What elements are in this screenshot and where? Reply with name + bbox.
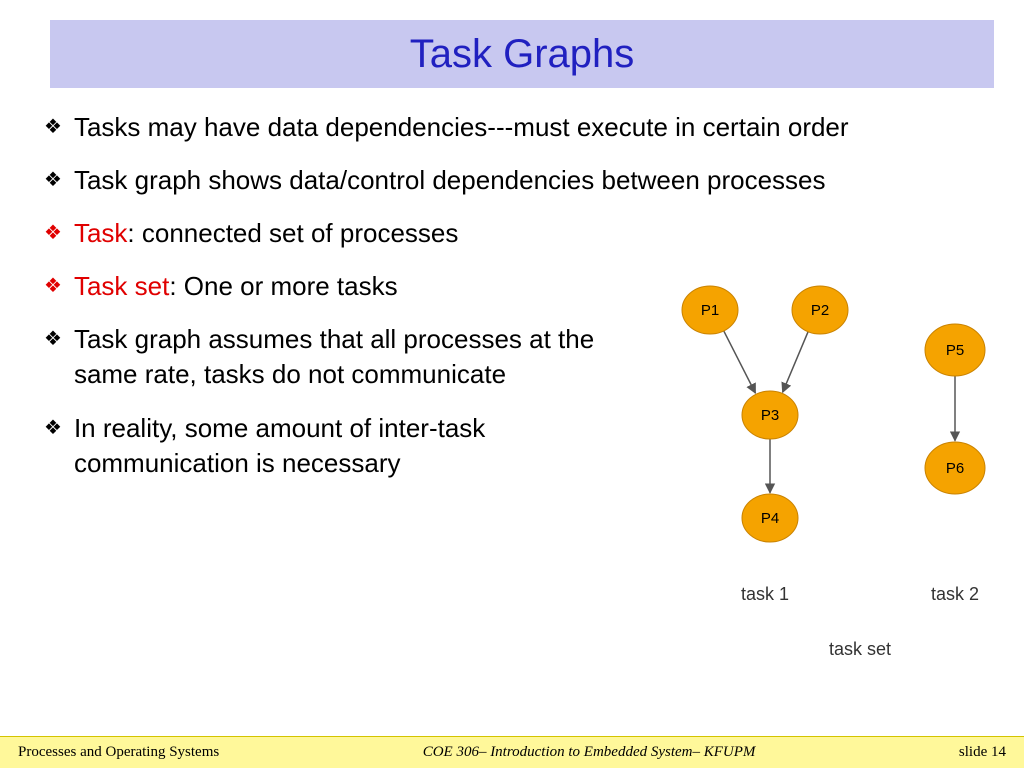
diamond-bullet-icon: ❖ xyxy=(44,415,62,440)
diamond-bullet-icon: ❖ xyxy=(44,273,62,298)
graph-node-label: P5 xyxy=(946,342,964,359)
diamond-bullet-icon: ❖ xyxy=(44,167,62,192)
diagram-caption: task 1 xyxy=(741,584,789,604)
diamond-bullet-icon: ❖ xyxy=(44,220,62,245)
title-bar: Task Graphs xyxy=(50,20,994,88)
diamond-bullet-icon: ❖ xyxy=(44,114,62,139)
bullet-text: Tasks may have data dependencies---must … xyxy=(74,110,849,145)
bullet-keyword: Task xyxy=(74,218,127,248)
bullet-item: ❖ Task graph shows data/control dependenc… xyxy=(44,163,994,198)
diagram-caption: task set xyxy=(829,639,891,659)
bullet-text: Task: connected set of processes xyxy=(74,216,458,251)
slide-title: Task Graphs xyxy=(410,32,635,77)
bullet-item: ❖ Tasks may have data dependencies---must… xyxy=(44,110,994,145)
graph-node-label: P3 xyxy=(761,407,779,424)
diamond-bullet-icon: ❖ xyxy=(44,326,62,351)
bullet-keyword: Task set xyxy=(74,271,169,301)
bullet-text: Task graph shows data/control dependenci… xyxy=(74,163,826,198)
graph-node-label: P2 xyxy=(811,302,829,319)
bullet-text: In reality, some amount of inter-task co… xyxy=(74,411,634,481)
task-graph-diagram: P1 P2 P3 P4 P5 P6 task 1 task 2 task set xyxy=(650,270,1010,690)
bullet-text: Task set: One or more tasks xyxy=(74,269,398,304)
diagram-caption: task 2 xyxy=(931,584,979,604)
graph-node-label: P1 xyxy=(701,302,719,319)
graph-edge xyxy=(723,330,755,393)
footer-right: slide 14 xyxy=(959,744,1006,761)
footer-center: COE 306– Introduction to Embedded System… xyxy=(219,744,959,761)
graph-node-label: P4 xyxy=(761,510,779,527)
footer-left: Processes and Operating Systems xyxy=(18,744,219,761)
bullet-text: Task graph assumes that all processes at… xyxy=(74,322,634,392)
slide-footer: Processes and Operating Systems COE 306–… xyxy=(0,736,1024,768)
bullet-item: ❖ Task: connected set of processes xyxy=(44,216,994,251)
graph-node-label: P6 xyxy=(946,460,964,477)
graph-edge xyxy=(783,331,809,393)
